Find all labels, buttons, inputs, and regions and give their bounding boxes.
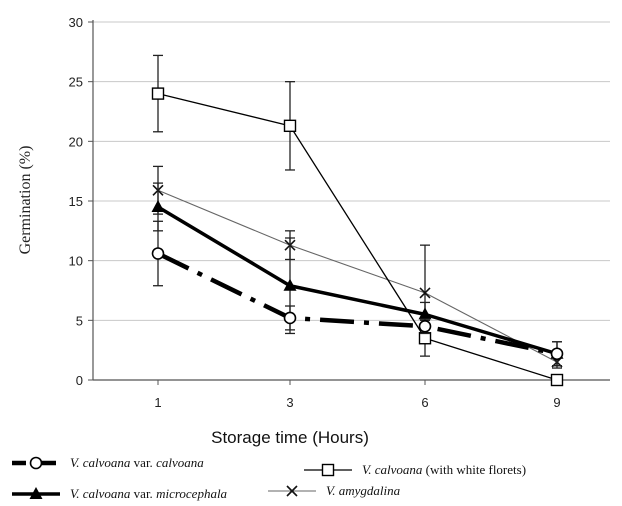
data-point (151, 199, 165, 212)
legend-item-calvoana: V. calvoana var. calvoana (12, 455, 204, 470)
series-calvoana (151, 220, 564, 367)
y-tick-label: 20 (69, 134, 83, 149)
legend: V. calvoana var. calvoana V. calvoana (wi… (12, 455, 526, 501)
tick-labels: 0 5 10 15 20 25 30 1 3 6 9 (69, 15, 561, 410)
legend-label: V. amygdalina (326, 483, 401, 498)
data-point (418, 319, 432, 333)
legend-label: V. calvoana var. microcephala (70, 486, 228, 501)
legend-marker (321, 463, 335, 477)
series-line (157, 251, 558, 356)
legend-item-amyg: V. amygdalina (268, 483, 401, 498)
y-tick-label: 30 (69, 15, 83, 30)
legend-marker (29, 487, 43, 499)
legend-marker (29, 456, 43, 470)
x-axis-title: Storage time (Hours) (211, 428, 369, 447)
grid-lines (93, 21, 610, 321)
legend-label: V. calvoana var. calvoana (70, 455, 204, 470)
data-point (283, 119, 297, 133)
data-point (418, 307, 432, 320)
marker-stroke (419, 287, 431, 299)
series-lines (151, 54, 564, 387)
series-line (157, 205, 558, 356)
data-point (151, 87, 165, 100)
y-axis-title: Germination (%) (17, 146, 34, 255)
series-line (157, 189, 558, 363)
x-tick-label: 3 (286, 395, 293, 410)
series-line (157, 92, 558, 381)
y-tick-label: 5 (76, 313, 83, 328)
data-point (283, 278, 297, 291)
series-micro (151, 182, 564, 367)
legend-item-white: V. calvoana (with white florets) (304, 462, 526, 477)
data-point (419, 287, 431, 299)
data-point (283, 311, 297, 325)
axes (88, 20, 610, 385)
x-tick-label: 9 (553, 395, 560, 410)
y-tick-label: 25 (69, 75, 83, 90)
y-tick-label: 10 (69, 254, 83, 269)
legend-item-micro: V. calvoana var. microcephala (12, 486, 228, 501)
y-tick-label: 0 (76, 373, 83, 388)
data-point (418, 332, 432, 345)
y-tick-label: 15 (69, 194, 83, 209)
data-point (550, 373, 564, 387)
data-point (550, 347, 564, 361)
x-tick-label: 1 (154, 395, 161, 410)
x-tick-label: 6 (421, 395, 428, 410)
legend-label: V. calvoana (with white florets) (362, 462, 526, 477)
data-point (151, 247, 165, 260)
marker-stroke (286, 485, 298, 497)
legend-marker (286, 485, 298, 497)
